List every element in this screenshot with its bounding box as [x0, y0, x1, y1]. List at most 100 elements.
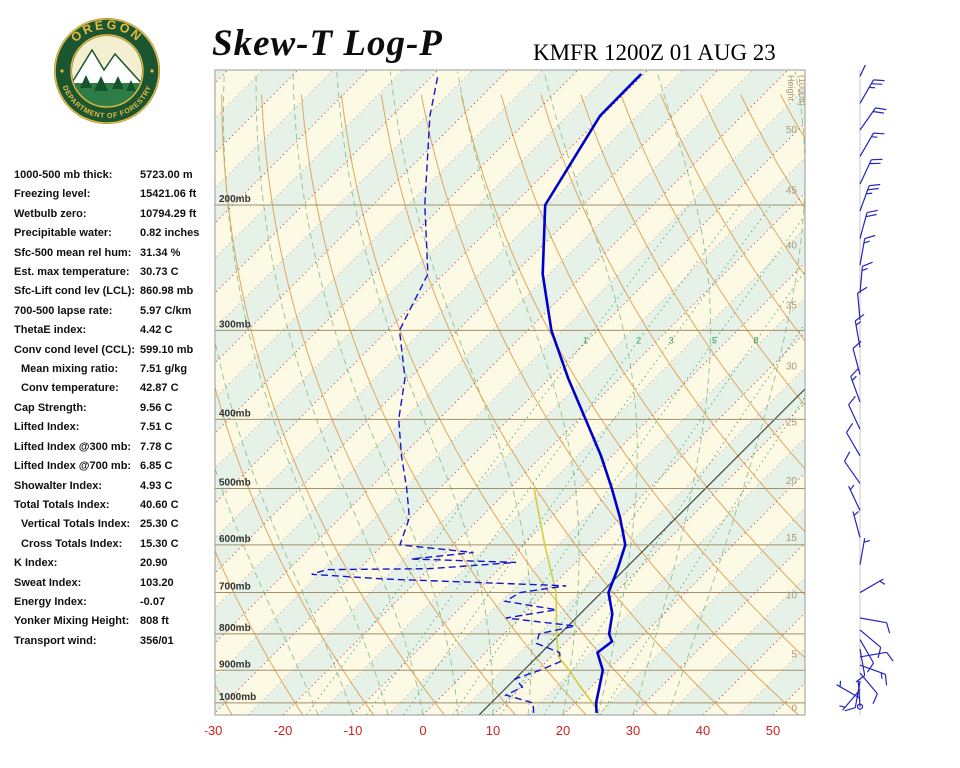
index-value: 7.78 C: [140, 440, 173, 453]
wind-barb: [859, 158, 883, 185]
wind-barb: [850, 368, 861, 403]
height-label: 35: [786, 301, 798, 312]
wind-barb: [859, 651, 894, 662]
temperature-trace: [541, 73, 643, 713]
pressure-label: 1000mb: [219, 692, 256, 703]
index-value: 103.20: [140, 576, 174, 589]
plot-area: 1 2 3 5 8200mb300mb400mb500mb600mb700mb800mb…: [215, 70, 805, 715]
wind-barb: [852, 510, 861, 538]
wind-barb: [859, 65, 866, 77]
skewt-chart: 1 2 3 5 8200mb300mb400mb500mb600mb700mb800mb…: [205, 65, 894, 738]
wind-barb: [859, 629, 882, 659]
pressure-label: 500mb: [219, 477, 251, 488]
indices-panel: 1000-500 mb thick: 5723.00 m Freezing leve…: [14, 166, 219, 651]
wind-barb: [859, 79, 885, 104]
index-row: Cap Strength: 9.56 C: [14, 399, 219, 418]
index-label: Sweat Index:: [14, 576, 82, 589]
temp-tick-label: -20: [274, 723, 293, 738]
index-label: Conv temperature:: [21, 382, 119, 395]
index-row: Conv temperature: 42.87 C: [14, 379, 219, 398]
index-row: Showalter Index: 4.93 C: [14, 477, 219, 496]
index-label: Sfc-Lift cond lev (LCL):: [14, 285, 135, 298]
index-value: 5.97 C/km: [140, 304, 192, 317]
reference-isotherm: [478, 388, 805, 715]
pressure-label: 800mb: [219, 623, 251, 634]
index-row: Mean mixing ratio: 7.51 g/kg: [14, 360, 219, 379]
index-label: ThetaE index:: [14, 324, 87, 337]
wind-barb: [859, 183, 881, 212]
parcel-trace: [533, 488, 598, 710]
temp-tick-label: -10: [344, 723, 363, 738]
height-axis-title: Height: [786, 75, 796, 102]
index-label: Lifted Index @700 mb:: [14, 460, 132, 473]
index-row: Vertical Totals Index: 25.30 C: [14, 515, 219, 534]
height-label: 20: [786, 476, 798, 487]
temp-tick-label: 30: [626, 723, 640, 738]
logo-scene: [72, 36, 142, 106]
logo-tree-icon: [112, 76, 124, 89]
index-label: Transport wind:: [14, 634, 97, 647]
temp-tick-label: 10: [486, 723, 500, 738]
temp-tick-label: 40: [696, 723, 710, 738]
wind-barb: [859, 538, 870, 565]
wind-barb: [859, 132, 885, 157]
index-value: 0.82 inches: [140, 227, 200, 240]
index-row: Freezing level: 15421.06 ft: [14, 185, 219, 204]
chart-background: [215, 70, 805, 715]
index-row: Lifted Index @300 mb: 7.78 C: [14, 438, 219, 457]
index-label: Cap Strength:: [14, 401, 87, 414]
index-row: Wetbulb zero: 10794.29 ft: [14, 205, 219, 224]
index-row: Total Totals Index: 40.60 C: [14, 496, 219, 515]
index-label: K Index:: [14, 557, 58, 570]
index-row: Sweat Index: 103.20: [14, 574, 219, 593]
odf-logo-graphic: OREGON DEPARTMENT OF FORESTRY: [54, 18, 160, 124]
logo-dot-right: [150, 69, 154, 73]
odf-logo: OREGON DEPARTMENT OF FORESTRY: [52, 16, 162, 128]
pressure-label: 300mb: [219, 319, 251, 330]
index-row: Precipitable water: 0.82 inches: [14, 224, 219, 243]
wind-barb: [859, 261, 873, 294]
index-value: 31.34 %: [140, 246, 181, 259]
height-label: 0: [791, 703, 797, 714]
pressure-label: 600mb: [219, 534, 251, 545]
index-value: 7.51 g/kg: [140, 363, 188, 376]
wind-barb: [859, 664, 888, 686]
pressure-label: 200mb: [219, 194, 251, 205]
wind-barb: [859, 209, 878, 239]
dewpoint-trace: [311, 73, 576, 713]
index-row: Transport wind: 356/01: [14, 632, 219, 651]
height-label: 45: [786, 186, 798, 197]
index-label: Cross Totals Index:: [21, 537, 123, 550]
index-value: 4.93 C: [140, 479, 173, 492]
logo-inner-border: [70, 34, 144, 108]
index-value: 808 ft: [140, 615, 169, 628]
index-row: Sfc-Lift cond lev (LCL): 860.98 mb: [14, 282, 219, 301]
wind-barb: [856, 679, 864, 710]
plot-border: [214, 69, 806, 716]
index-value: 40.60 C: [140, 498, 179, 511]
index-row: Yonker Mixing Height: 808 ft: [14, 612, 219, 631]
mixing-ratio-label: 3: [669, 336, 674, 346]
wind-barb: [859, 639, 875, 673]
temp-tick-label: 0: [419, 723, 426, 738]
wind-barb: [848, 484, 861, 511]
index-label: 700-500 lapse rate:: [14, 304, 113, 317]
index-row: Energy Index: -0.07: [14, 593, 219, 612]
mixing-ratio-label: 1: [583, 336, 588, 346]
mixing-ratio-label: 5: [712, 336, 717, 346]
pressure-label: 900mb: [219, 659, 251, 670]
index-label: 1000-500 mb thick:: [14, 169, 113, 181]
height-label: 50: [786, 125, 798, 136]
moist-adiabats: [215, 71, 805, 715]
logo-outer-border: [54, 18, 160, 124]
index-label: Sfc-500 mean rel hum:: [14, 246, 132, 259]
index-label: Energy Index:: [14, 595, 87, 608]
index-value: 9.56 C: [140, 401, 173, 414]
mixing-ratio-label: 8: [754, 336, 759, 346]
wind-barb: [857, 286, 868, 320]
wind-barb: [845, 422, 861, 457]
wind-barb: [859, 234, 876, 266]
index-value: 599.10 mb: [140, 343, 194, 356]
index-row: K Index: 20.90: [14, 554, 219, 573]
index-value: -0.07: [140, 595, 166, 608]
